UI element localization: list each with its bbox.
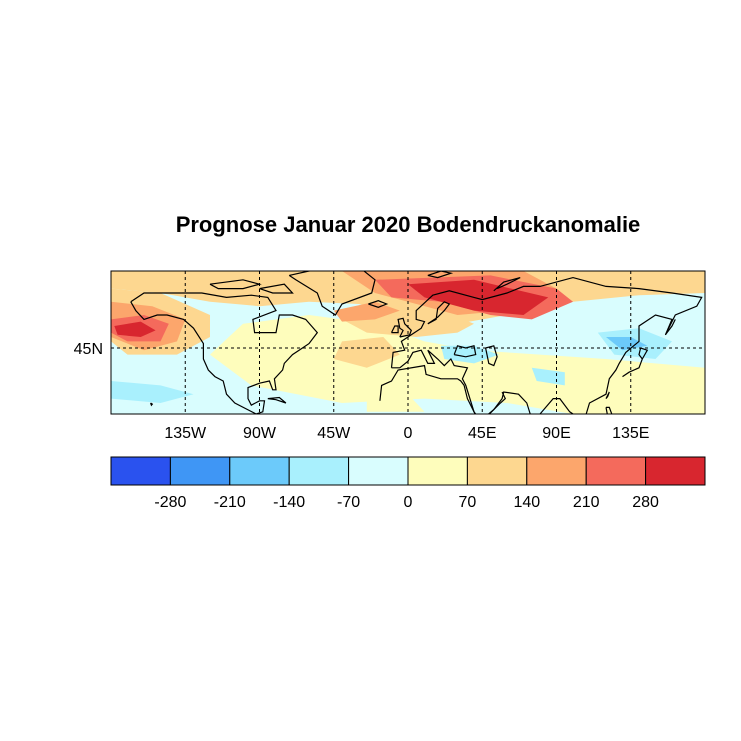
japan-coastline xyxy=(622,347,649,378)
colorbar-tick-label: 280 xyxy=(632,494,659,511)
colorbar-tick-label: -210 xyxy=(214,494,246,511)
arctic-island-coastline xyxy=(209,279,262,290)
graticule xyxy=(111,271,705,414)
colorbar-swatch xyxy=(466,456,528,486)
colorbar-swatch xyxy=(348,456,409,486)
colorbar-swatch xyxy=(585,456,647,486)
lon-tick-label: 0 xyxy=(404,425,413,442)
anomaly-region xyxy=(408,279,549,315)
colorbar-swatch xyxy=(229,456,290,486)
anomaly-region xyxy=(606,337,648,351)
colorbar-swatch xyxy=(169,456,231,486)
arctic-island-coastline xyxy=(259,283,294,294)
coastline-outlines xyxy=(130,271,703,414)
svalbard-coastline xyxy=(427,271,454,279)
lon-tick-label: 45W xyxy=(317,425,351,442)
colorbar-swatch xyxy=(110,456,171,486)
anomaly-region xyxy=(333,337,400,368)
colorbar-tick-label: 70 xyxy=(459,494,477,511)
colorbar-swatch xyxy=(288,456,350,486)
greenland-coastline xyxy=(288,271,376,316)
anomaly-region xyxy=(111,381,194,403)
colorbar-tick-label: 140 xyxy=(513,494,540,511)
caspian-coastline xyxy=(485,345,498,367)
colorbar-tick-label: -70 xyxy=(337,494,360,511)
britain-coastline xyxy=(397,317,413,338)
map-frame xyxy=(110,270,706,415)
longitude-tick-labels: 135W 90W 45W 0 45E 90E 135E xyxy=(164,425,649,442)
africa-coastline xyxy=(379,364,476,414)
colorbar-tick-label: 0 xyxy=(404,494,413,511)
north-america-coastline xyxy=(130,292,319,414)
ireland-coastline xyxy=(390,325,399,334)
black-sea-coastline xyxy=(453,345,477,358)
colorbar-tick-label: -280 xyxy=(154,494,186,511)
lon-tick-label: 90W xyxy=(243,425,277,442)
colorbar-swatch xyxy=(526,456,587,486)
chart-title: Prognose Januar 2020 Bodendruckanomalie xyxy=(175,212,641,237)
taiwan-coastline xyxy=(605,391,610,399)
lon-tick-label: 135E xyxy=(612,425,649,442)
colorbar-swatch xyxy=(645,456,706,486)
colorbar-tick-label: 210 xyxy=(573,494,600,511)
hawaii-coastline xyxy=(150,402,154,407)
novaya-zemlya-coastline xyxy=(493,277,521,292)
lat-tick-label: 45N xyxy=(74,341,103,358)
cuba-coastline xyxy=(267,396,287,404)
iceland-coastline xyxy=(368,300,389,308)
colorbar: -280 -210 -140 -70 0 70 140 210 280 xyxy=(110,456,706,511)
anomaly-region xyxy=(333,301,400,322)
lon-tick-label: 90E xyxy=(542,425,570,442)
anomaly-region xyxy=(114,321,156,337)
anomaly-region xyxy=(507,385,557,403)
lon-tick-label: 135W xyxy=(164,425,207,442)
kamchatka-coastline xyxy=(664,319,676,336)
philippines-coastline xyxy=(605,406,613,414)
arabia-coastline xyxy=(488,391,507,414)
anomaly-region xyxy=(366,394,425,412)
latitude-tick-labels: 45N xyxy=(74,341,103,358)
anomaly-region xyxy=(243,332,359,381)
lon-tick-label: 45E xyxy=(468,425,496,442)
colorbar-swatch xyxy=(407,456,468,486)
baltic-coastline xyxy=(427,301,451,325)
eurasia-coastline xyxy=(390,276,703,414)
colorbar-tick-label: -140 xyxy=(273,494,305,511)
